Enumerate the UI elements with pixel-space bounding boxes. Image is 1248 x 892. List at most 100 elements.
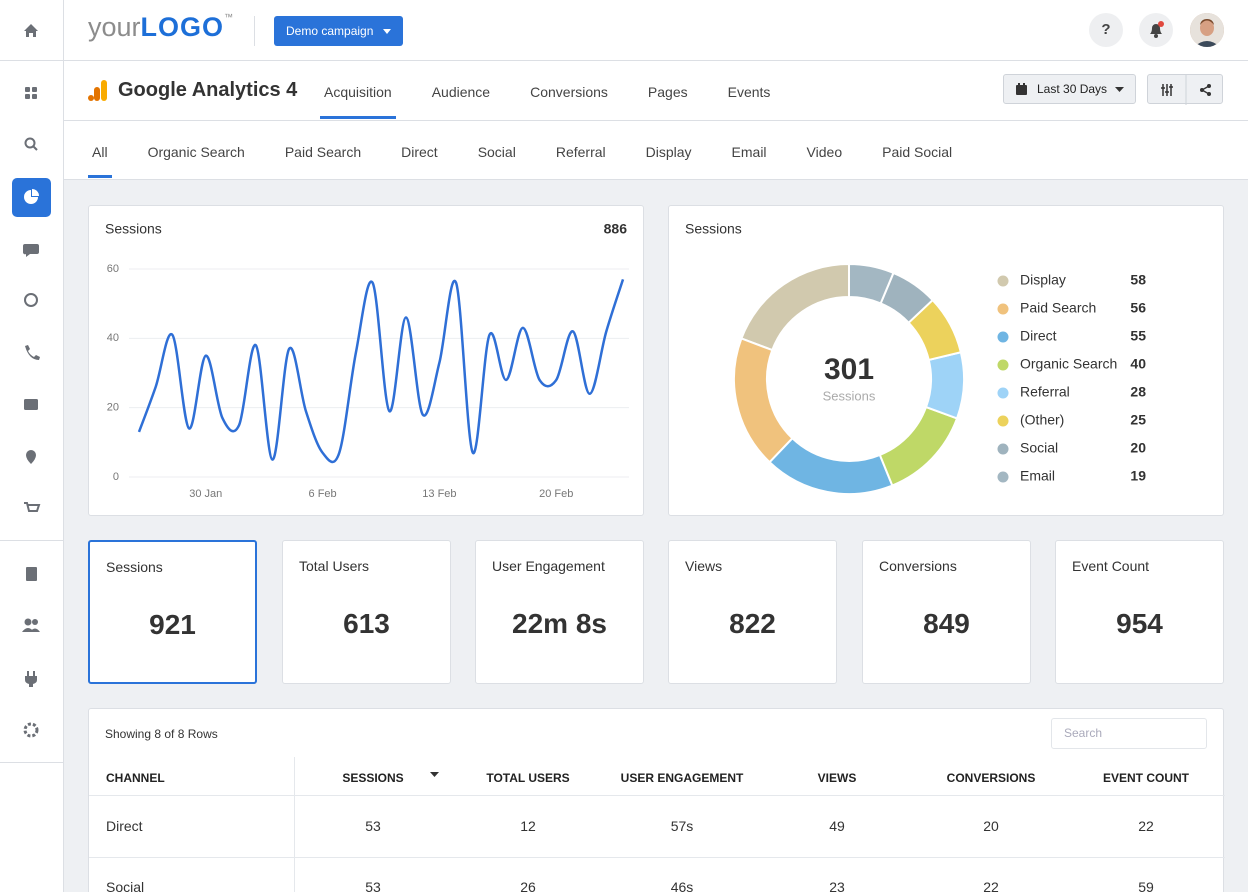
- report-icon[interactable]: [26, 567, 37, 581]
- table-cell: 59: [1138, 879, 1154, 892]
- avatar-image: [1190, 13, 1224, 47]
- users-icon[interactable]: [22, 618, 40, 633]
- legend-label: Paid Search: [1020, 300, 1096, 316]
- y-tick-label: 60: [107, 263, 119, 275]
- table-caption: Showing 8 of 8 Rows: [105, 727, 218, 741]
- phone-icon[interactable]: [25, 345, 40, 360]
- legend-value: 25: [1130, 412, 1146, 428]
- cart-icon[interactable]: [24, 502, 41, 512]
- sidebar: [0, 0, 64, 892]
- legend-value: 19: [1130, 468, 1146, 484]
- logo-light: your: [88, 12, 141, 42]
- legend-label: Display: [1020, 272, 1066, 288]
- notifications-button[interactable]: [1139, 13, 1173, 47]
- filter-button[interactable]: [1161, 84, 1173, 96]
- date-range-button[interactable]: Last 30 Days: [1003, 74, 1136, 104]
- table-cell: 20: [983, 818, 999, 834]
- logo[interactable]: yourLOGO™: [88, 12, 233, 43]
- legend-label: (Other): [1020, 412, 1064, 428]
- search-icon[interactable]: [24, 137, 38, 151]
- caret: [1115, 87, 1124, 92]
- table-cell: 22: [983, 879, 999, 892]
- legend-swatch: [997, 471, 1009, 483]
- table-cell: 22: [1138, 818, 1154, 834]
- legend-value: 40: [1130, 356, 1146, 372]
- table-cell: 53: [365, 818, 381, 834]
- y-tick-label: 20: [107, 402, 119, 414]
- chart-title: Sessions: [105, 221, 162, 237]
- legend-swatch: [997, 415, 1009, 427]
- legend-swatch: [997, 359, 1009, 371]
- table-cell: 49: [829, 818, 845, 834]
- column-header[interactable]: TOTAL USERS: [486, 771, 570, 785]
- nav-tab[interactable]: Events: [727, 84, 771, 100]
- nav-tab[interactable]: Audience: [431, 84, 491, 100]
- settings-icon[interactable]: [23, 722, 39, 738]
- column-header[interactable]: VIEWS: [817, 771, 857, 785]
- dashboard-icon[interactable]: [25, 87, 37, 99]
- column-header[interactable]: SESSIONS: [342, 771, 404, 785]
- sidebar-icons: [0, 24, 63, 763]
- kpi-label: Views: [685, 558, 723, 574]
- kpi-card[interactable]: Views 822: [668, 540, 837, 684]
- channel-tab[interactable]: Social: [477, 144, 516, 160]
- avatar[interactable]: [1190, 13, 1224, 47]
- legend-label: Organic Search: [1020, 356, 1117, 372]
- data-table: Showing 8 of 8 Rows Search CHANNEL SESSIO…: [88, 708, 1225, 892]
- legend-label: Direct: [1020, 328, 1057, 344]
- legend-swatch: [997, 275, 1009, 287]
- kpi-card[interactable]: Event Count 954: [1055, 540, 1224, 684]
- logo-mark: ™: [224, 12, 234, 22]
- kpi-value: 921: [149, 609, 196, 640]
- share-button[interactable]: [1200, 84, 1211, 96]
- channel-tab[interactable]: Paid Social: [882, 144, 953, 160]
- search-input[interactable]: Search: [1051, 718, 1207, 749]
- kpi-card[interactable]: Conversions 849: [862, 540, 1031, 684]
- campaign-dropdown[interactable]: Demo campaign: [274, 16, 403, 46]
- channel-tab[interactable]: All: [88, 144, 112, 178]
- channel-tab[interactable]: Paid Search: [284, 144, 362, 160]
- nav-tab[interactable]: Acquisition: [320, 84, 396, 119]
- column-header[interactable]: USER ENGAGEMENT: [620, 771, 744, 785]
- home-icon[interactable]: [24, 24, 38, 37]
- column-header[interactable]: EVENT COUNT: [1102, 771, 1189, 785]
- column-header: CHANNEL: [106, 771, 165, 785]
- channel-tab[interactable]: Referral: [555, 144, 606, 160]
- column-header[interactable]: CONVERSIONS: [946, 771, 1036, 785]
- target-icon[interactable]: [24, 293, 38, 307]
- chat-icon[interactable]: [22, 244, 39, 257]
- legend-swatch: [997, 303, 1009, 315]
- mail-icon[interactable]: [24, 399, 38, 410]
- channel-tab[interactable]: Video: [806, 144, 843, 160]
- nav-tab[interactable]: Conversions: [530, 84, 608, 100]
- kpi-card[interactable]: Sessions 921: [88, 540, 257, 684]
- donut-segment: [878, 405, 959, 487]
- kpi-card[interactable]: User Engagement 22m 8s: [475, 540, 644, 684]
- sort-caret: [430, 772, 439, 777]
- legend-value: 55: [1130, 328, 1146, 344]
- kpi-card[interactable]: Total Users 613: [282, 540, 451, 684]
- legend-swatch: [997, 331, 1009, 343]
- legend-label: Social: [1020, 440, 1058, 456]
- divider: [254, 16, 255, 46]
- chart-title: Sessions: [685, 221, 742, 237]
- donut-center-label: Sessions: [823, 388, 876, 403]
- kpi-label: Event Count: [1072, 558, 1150, 574]
- plugin-icon[interactable]: [25, 671, 37, 687]
- help-button[interactable]: ?: [1089, 13, 1123, 47]
- donut-chart-card: Sessions 301 Sessions Display 58 Paid Sear…: [668, 205, 1224, 516]
- donut-segment: [740, 262, 850, 352]
- line-series: [137, 279, 625, 464]
- channel-bar: All Organic Search Paid Search Direct Social…: [64, 121, 1248, 180]
- legend-value: 58: [1130, 272, 1146, 288]
- channel-tab[interactable]: Email: [731, 144, 767, 160]
- legend-value: 28: [1130, 384, 1146, 400]
- legend-label: Referral: [1020, 384, 1070, 400]
- nav-tab[interactable]: Pages: [647, 84, 688, 100]
- channel-tab[interactable]: Organic Search: [147, 144, 245, 160]
- top-bar: yourLOGO™ Demo campaign ?: [64, 0, 1248, 61]
- line-chart: Sessions 886 0 20 40 60 30 Jan 6 Feb 13 Feb 20 …: [105, 221, 629, 500]
- channel-tab[interactable]: Display: [645, 144, 692, 160]
- channel-tab[interactable]: Direct: [401, 144, 438, 160]
- location-icon[interactable]: [26, 450, 36, 464]
